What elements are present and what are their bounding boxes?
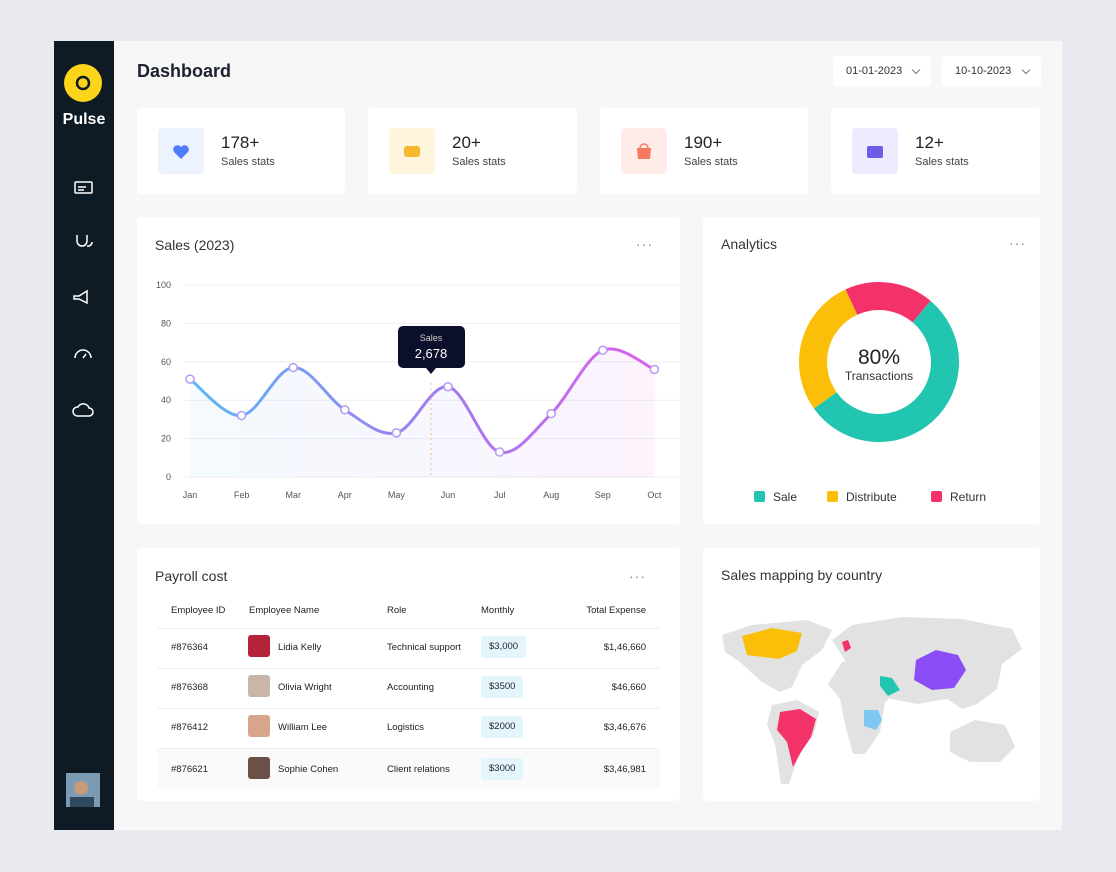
- stat-label: Sales stats: [684, 156, 738, 168]
- sales-card: [137, 217, 680, 524]
- employee-avatar: [248, 715, 270, 737]
- employee-avatar: [248, 635, 270, 657]
- nav-icon[interactable]: [74, 349, 92, 359]
- stat-card: 12+ Sales stats: [831, 108, 1040, 194]
- card-title: Payroll cost: [155, 568, 228, 584]
- menu[interactable]: ···: [629, 568, 646, 584]
- sidebar-icons: [64, 64, 102, 807]
- column-header: Role: [387, 605, 407, 616]
- card-title: Sales mapping by country: [721, 567, 883, 583]
- page-title: Dashboard: [137, 61, 232, 81]
- date-from[interactable]: 01-01-2023: [833, 56, 931, 86]
- employee-name: Sophie Cohen: [278, 764, 339, 775]
- map-card: [703, 548, 1040, 801]
- stat-label: Sales stats: [915, 156, 969, 168]
- nav-icon[interactable]: [74, 181, 93, 194]
- employee-avatar: [248, 675, 270, 697]
- role: Technical support: [387, 642, 461, 653]
- total-expense: $3,46,981: [603, 764, 646, 775]
- menu[interactable]: ···: [636, 236, 653, 252]
- column-header: Employee ID: [171, 605, 226, 616]
- stat-card: 190+ Sales stats: [600, 108, 808, 194]
- stat-label: Sales stats: [452, 156, 506, 168]
- row-bg: [157, 749, 660, 789]
- employee-id: #876621: [171, 764, 208, 775]
- monthly: $3,000: [481, 636, 527, 658]
- stat-value: 178+: [221, 133, 260, 152]
- employee-avatar: [248, 757, 270, 779]
- row-divider: [157, 628, 660, 629]
- card-title: Sales (2023): [155, 237, 235, 253]
- stat-value: 190+: [684, 133, 723, 152]
- role: Logistics: [387, 722, 424, 733]
- role: Client relations: [387, 764, 450, 775]
- stat-value: 20+: [452, 133, 481, 152]
- monthly: $3000: [481, 758, 524, 780]
- monthly: $3500: [481, 676, 524, 698]
- nav-icon[interactable]: [72, 403, 94, 417]
- column-header: Employee Name: [249, 605, 320, 616]
- row-divider: [157, 668, 660, 669]
- brand: Pulse: [62, 111, 106, 128]
- row-divider: [157, 748, 660, 749]
- column-header: Total Expense: [586, 605, 646, 616]
- card-title: Analytics: [721, 236, 778, 252]
- date-to[interactable]: 10-10-2023: [942, 56, 1041, 86]
- total-expense: $1,46,660: [603, 642, 646, 653]
- employee-name: William Lee: [278, 722, 328, 733]
- column-header: Monthly: [481, 605, 515, 616]
- stat-card: 20+ Sales stats: [368, 108, 577, 194]
- total-expense: $46,660: [611, 682, 646, 693]
- stat-card: 178+ Sales stats: [137, 108, 345, 194]
- monthly: $2000: [481, 716, 524, 738]
- menu[interactable]: ···: [1009, 235, 1026, 251]
- employee-id: #876368: [171, 682, 208, 693]
- sidebar: Pulse: [54, 41, 114, 830]
- stat-label: Sales stats: [221, 156, 275, 168]
- employee-id: #876364: [171, 642, 208, 653]
- stat-value: 12+: [915, 133, 944, 152]
- employee-name: Lidia Kelly: [278, 642, 322, 653]
- employee-id: #876412: [171, 722, 208, 733]
- total-expense: $3,46,676: [603, 722, 646, 733]
- row-divider: [157, 708, 660, 709]
- logo: [64, 64, 102, 102]
- nav-icon[interactable]: [76, 235, 93, 247]
- analytics-card: [703, 217, 1040, 524]
- role: Accounting: [387, 682, 435, 693]
- nav-icon[interactable]: [73, 289, 88, 305]
- employee-name: Olivia Wright: [278, 682, 332, 693]
